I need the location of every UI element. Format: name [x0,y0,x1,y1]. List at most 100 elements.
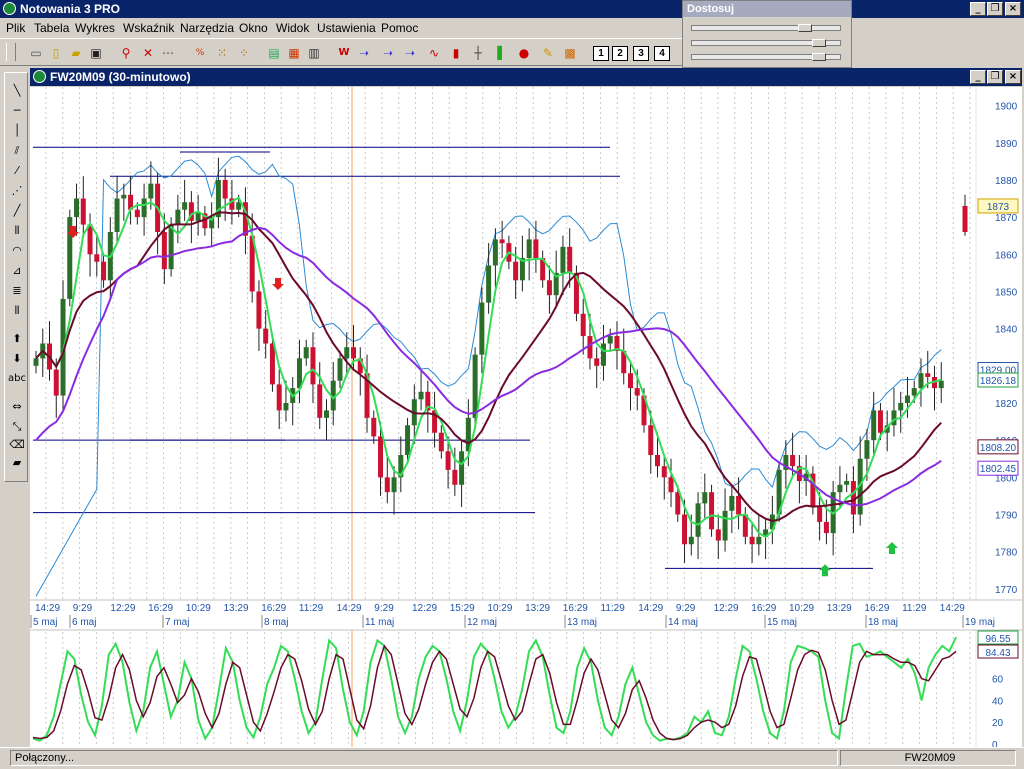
percent-icon[interactable]: % [195,48,205,58]
price-tick-label: 1890 [995,139,1018,150]
arrange-icon[interactable]: ⁘ [238,46,250,60]
adjust-slider-3[interactable] [691,53,841,61]
slider-thumb-3[interactable] [812,53,826,61]
candle-body [479,302,485,355]
value-box-label: 1873 [987,202,1010,213]
layout-2-button[interactable]: 2 [612,46,628,61]
ruler-icon[interactable]: ⋯ [162,46,174,60]
restore-icon[interactable]: ❐ [987,2,1003,16]
line-chart-icon[interactable]: ∿ [428,46,440,60]
layout-4-button[interactable]: 4 [654,46,670,61]
fibonacci-retracement-icon[interactable]: ≣ [12,284,22,297]
candle-body [405,425,411,456]
delete-icon[interactable]: ✕ [142,46,154,60]
slider-thumb-2[interactable] [812,39,826,47]
candle-body [857,458,863,515]
candle-body [695,503,701,537]
candle-body [432,410,438,433]
quotes-view-icon[interactable]: ▦ [288,46,300,60]
erase-all-icon[interactable]: ▰ [12,456,22,469]
time-tick-label: 10:29 [789,603,814,614]
stochastic-oscillator: 0 20 40 60 96.55 84.43 [32,630,1019,750]
watchlist-icon[interactable]: W [338,47,350,58]
candle-body [236,202,242,210]
menu-okno[interactable]: Okno [239,21,268,35]
sell-signal-arrow [272,278,284,291]
candle-chart-icon[interactable]: ▌ [497,46,507,60]
candle-body [682,514,688,545]
trend-line-icon[interactable]: ╱ [13,204,21,217]
vertical-line-icon[interactable]: │ [13,124,21,137]
grid-dots-icon[interactable]: ⁙ [216,46,228,60]
select-icon[interactable]: ⤡ [12,420,22,433]
layout-3-button[interactable]: 3 [633,46,649,61]
chart-canvas[interactable]: 1900189018801870186018501840183018201810… [30,87,1022,750]
picture-icon[interactable]: ▩ [564,46,576,60]
menu-wykres[interactable]: Wykres [75,21,115,35]
arrow-right-icon-1[interactable]: ➝ [358,46,370,60]
zoom-icon[interactable]: ⚲ [121,46,131,60]
arrow-right-icon-2[interactable]: ➝ [382,46,394,60]
ohlc-chart-icon[interactable]: ┼ [474,46,482,60]
eraser-icon[interactable]: ⌫ [9,438,25,451]
candle-body [790,455,796,467]
candle-body [242,202,248,236]
new-icon[interactable]: ▯ [52,46,60,60]
parallel-lines-icon[interactable]: ⁄ [16,164,18,177]
candle-body [384,477,390,493]
adjust-slider-1[interactable] [691,24,841,32]
list-view-icon[interactable]: ▥ [308,46,320,60]
menu-plik[interactable]: Plik [6,21,26,35]
fibonacci-arcs-icon[interactable]: ◠ [12,244,22,257]
layout-1-button[interactable]: 1 [593,46,609,61]
fibonacci-fan-icon[interactable]: ⊿ [12,264,22,277]
open-folder-icon[interactable]: ▰ [71,46,81,60]
candle-body [114,198,120,232]
fibonacci-timezones-icon[interactable]: ⦀ [14,304,20,317]
menu-ustawienia[interactable]: Ustawienia [317,21,376,35]
time-tick-label: 15:29 [450,603,475,614]
time-tick-label: 14:29 [337,603,362,614]
chart-restore-icon[interactable]: ❐ [987,70,1003,84]
value-box-label: 1826.18 [980,376,1017,387]
menu-tabela[interactable]: Tabela [34,21,70,35]
candle-body [634,388,640,396]
arrow-right-icon-3[interactable]: ➝ [404,46,416,60]
andrews-fork-icon[interactable]: ⋰ [11,184,23,197]
save-icon[interactable]: ▣ [90,46,102,60]
text-tool[interactable]: abc [8,373,26,384]
time-tick-label: 11:29 [601,603,626,614]
horizontal-line-icon[interactable]: ─ [13,104,21,117]
price-tick-label: 1780 [995,548,1018,559]
osc-tick-label: 0 [992,740,998,750]
candle-body [526,239,532,258]
menu-pomoc[interactable]: Pomoc [381,21,419,35]
diagonal-line-icon[interactable]: ╲ [13,84,21,97]
menu-widok[interactable]: Widok [276,21,310,35]
price-axis: 1900189018801870186018501840183018201810… [975,87,1019,750]
candle-body [263,328,269,344]
chart-close-icon[interactable]: × [1005,70,1021,84]
marker-icon[interactable]: ✎ [542,46,554,60]
point-chart-icon[interactable]: ● [518,46,530,60]
adjust-slider-2[interactable] [691,39,841,47]
arrow-up-icon[interactable]: ⬆ [12,332,22,345]
chart-minimize-icon[interactable]: _ [970,70,986,84]
time-tick-label: 11:29 [902,603,927,614]
bar-chart-icon[interactable]: ▮ [452,46,460,60]
move-icon[interactable]: ⇔ [12,400,22,413]
candle-body [675,492,681,515]
candle-body [736,495,742,515]
minimize-icon[interactable]: _ [970,2,986,16]
arrow-down-icon[interactable]: ⬇ [12,352,22,365]
menu-narzedzia[interactable]: Narzędzia [180,21,235,35]
candle-body [486,265,492,303]
channel-icon[interactable]: ⫽ [14,144,20,157]
close-icon[interactable]: × [1005,2,1021,16]
new-table-icon[interactable]: ▭ [30,46,42,60]
table-view-icon[interactable]: ▤ [268,46,280,60]
cycle-lines-icon[interactable]: ⦀ [14,224,20,237]
slider-thumb-1[interactable] [798,24,812,32]
menu-wskaznik[interactable]: Wskaźnik [123,21,175,35]
candle-body [607,336,613,344]
